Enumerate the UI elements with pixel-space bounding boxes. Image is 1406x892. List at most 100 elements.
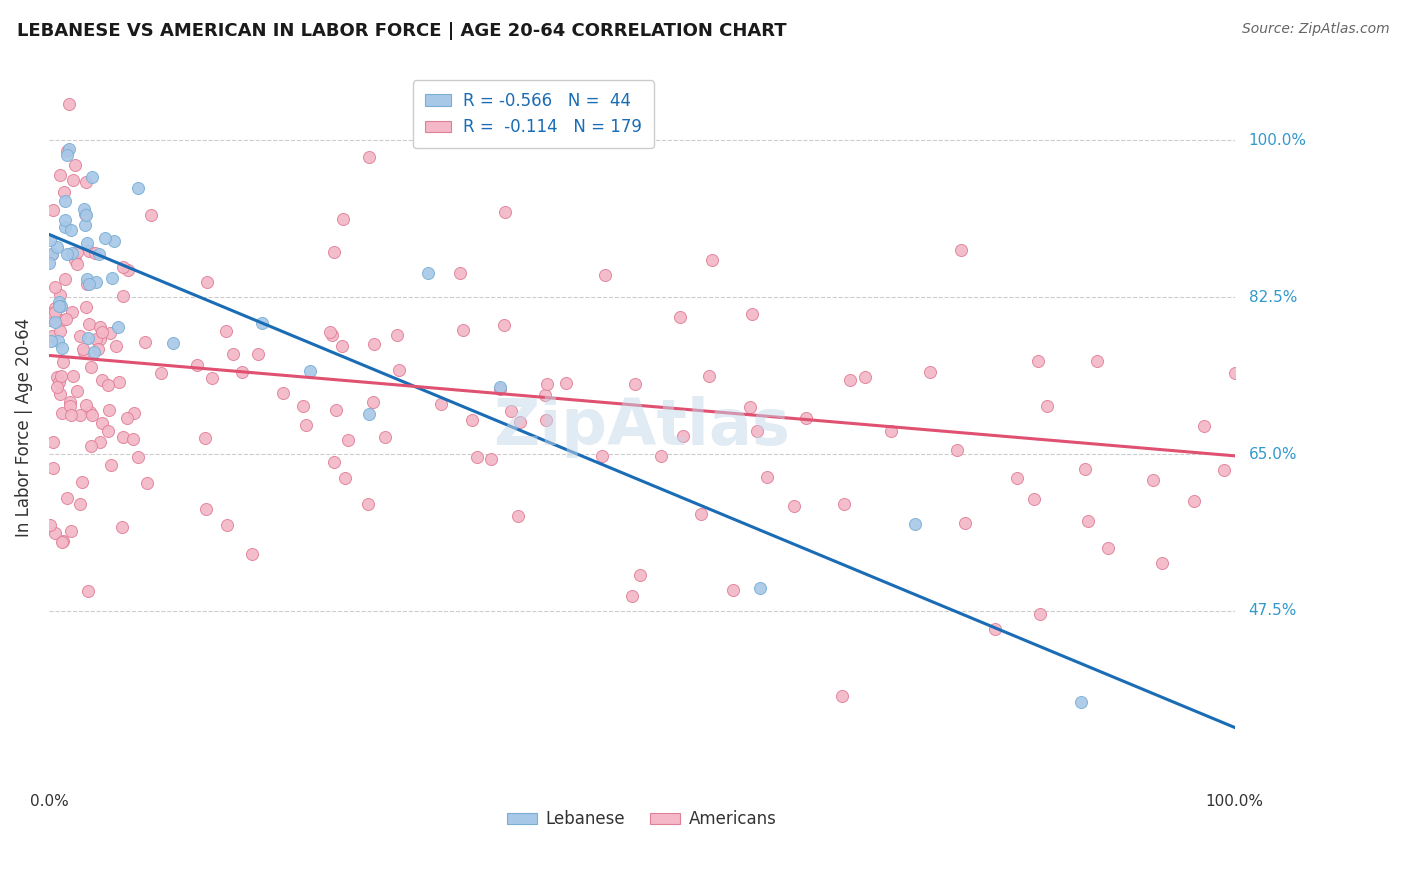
Point (194, 501, 217, 516)
Point (42, 434, 65, 449)
Point (1026, 354, 1049, 368)
Point (76, 277, 98, 291)
Point (494, 205, 516, 219)
Point (740, 400, 762, 414)
Point (111, 289, 134, 303)
Point (46, 334, 69, 348)
Point (52, 355, 75, 369)
Point (58, 97, 80, 112)
Point (49, 369, 72, 384)
Point (75, 207, 97, 221)
Point (51, 341, 73, 355)
Point (56, 246, 79, 260)
Point (62, 368, 84, 383)
Point (291, 399, 314, 413)
Point (72, 342, 94, 356)
Point (42, 306, 65, 320)
Point (82, 408, 104, 422)
Point (76, 272, 98, 286)
Point (920, 365, 942, 379)
Point (77, 244, 100, 258)
Point (429, 397, 451, 411)
Point (499, 404, 522, 418)
Point (75, 398, 97, 412)
Point (105, 339, 128, 353)
Point (79, 277, 101, 291)
Point (79, 405, 101, 419)
Point (782, 499, 804, 513)
Point (983, 622, 1005, 636)
Point (69, 329, 91, 343)
Point (49, 387, 72, 401)
Point (139, 208, 162, 222)
Point (221, 347, 243, 361)
Point (536, 376, 558, 391)
Point (461, 413, 484, 427)
Point (1213, 463, 1236, 477)
Point (388, 363, 411, 377)
Point (73, 202, 96, 216)
Point (60, 246, 83, 260)
Point (839, 373, 862, 387)
Point (76, 331, 98, 345)
Point (121, 432, 143, 446)
Point (66, 257, 89, 271)
Point (55, 147, 77, 161)
Point (903, 516, 925, 531)
Point (77, 584, 100, 599)
Point (75, 300, 97, 314)
Point (49, 288, 72, 302)
Point (49, 324, 72, 338)
Point (215, 518, 238, 533)
Point (127, 450, 149, 464)
Point (1085, 353, 1108, 368)
Point (359, 150, 381, 164)
Text: 65.0%: 65.0% (1249, 447, 1298, 461)
Point (59, 395, 82, 409)
Y-axis label: In Labor Force | Age 20-64: In Labor Force | Age 20-64 (15, 318, 32, 537)
Point (89, 435, 111, 450)
Point (69, 497, 91, 511)
Point (51, 313, 73, 327)
Point (44, 280, 66, 294)
Point (745, 425, 768, 439)
Point (955, 516, 977, 530)
Point (51, 534, 73, 549)
Point (80, 359, 103, 374)
Point (465, 450, 488, 465)
Point (39, 312, 62, 326)
Point (201, 371, 224, 385)
Point (374, 429, 396, 443)
Point (488, 379, 510, 393)
Point (69, 408, 91, 422)
Point (44, 526, 66, 541)
Text: 82.5%: 82.5% (1249, 290, 1296, 305)
Point (668, 310, 690, 325)
Point (1223, 366, 1246, 380)
Point (1077, 514, 1099, 528)
Point (58, 142, 80, 156)
Point (186, 358, 208, 372)
Point (117, 263, 139, 277)
Point (1073, 462, 1095, 476)
Point (506, 508, 529, 523)
Point (124, 406, 146, 420)
Point (38, 256, 60, 270)
Point (318, 325, 340, 339)
Point (48, 169, 70, 183)
Point (82, 170, 104, 185)
Point (62, 172, 84, 186)
Point (295, 418, 318, 433)
Point (53, 272, 76, 286)
Point (111, 260, 134, 274)
Point (1194, 418, 1216, 433)
Text: 47.5%: 47.5% (1249, 604, 1296, 618)
Point (89, 332, 111, 346)
Point (628, 568, 651, 582)
Point (945, 442, 967, 457)
Point (98, 403, 121, 417)
Point (509, 415, 531, 429)
Point (361, 395, 384, 409)
Text: Source: ZipAtlas.com: Source: ZipAtlas.com (1241, 22, 1389, 37)
Point (75, 175, 97, 189)
